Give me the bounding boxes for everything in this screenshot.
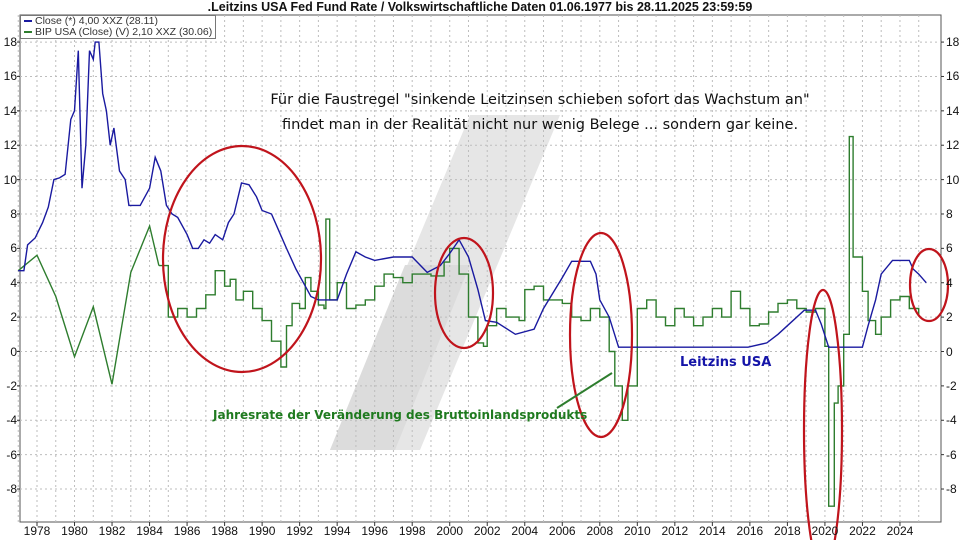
y-tick-label-left: 4 — [10, 275, 17, 290]
y-tick-label-right: 14 — [946, 103, 960, 118]
y-tick-label-right: 6 — [946, 241, 953, 256]
red-circle-annotation — [568, 231, 634, 439]
annotation-note-line2: findet man in der Realität nicht nur wen… — [281, 117, 799, 133]
y-tick-label-right: 16 — [946, 69, 960, 84]
y-tick-label-left: 8 — [10, 206, 17, 221]
y-tick-label-left: -4 — [6, 413, 17, 428]
y-tick-label-left: -2 — [6, 378, 17, 393]
red-circle-annotation — [433, 236, 495, 350]
watermark-shape — [330, 265, 470, 450]
rate-line — [18, 41, 927, 348]
y-tick-label-right: 2 — [946, 310, 953, 325]
x-tick-label: 1998 — [398, 524, 426, 538]
rate-series-label: Leitzins USA — [680, 355, 772, 370]
y-tick-label-left: 10 — [3, 172, 17, 187]
x-tick-label: 2020 — [811, 524, 839, 538]
x-tick-label: 2022 — [849, 524, 876, 538]
y-tick-label-right: -2 — [946, 378, 957, 393]
red-circle-annotation — [908, 247, 950, 323]
y-tick-label-right: 18 — [946, 35, 960, 50]
x-tick-label: 2002 — [473, 524, 501, 538]
x-tick-label: 2016 — [736, 524, 764, 538]
annotation-note-line1: Für die Faustregel "sinkende Leitzinsen … — [270, 92, 810, 108]
y-tick-label-right: -4 — [946, 413, 957, 428]
x-tick-label: 2024 — [886, 524, 914, 538]
x-tick-label: 1988 — [211, 524, 238, 538]
y-tick-label-right: -6 — [946, 447, 957, 462]
x-tick-label: 2014 — [699, 524, 726, 538]
y-tick-label-right: 4 — [946, 275, 953, 290]
legend-swatch-gdp — [24, 31, 32, 34]
y-tick-label-left: 6 — [10, 241, 17, 256]
y-tick-label-left: 18 — [3, 35, 17, 50]
y-tick-label-left: 12 — [3, 138, 17, 153]
y-tick-label-left: 2 — [10, 310, 17, 325]
legend-item-rate: Close (*) 4,00 XXZ (28.11) — [24, 16, 212, 27]
x-tick-label: 2004 — [511, 524, 539, 538]
legend-label-rate: Close (*) 4,00 XXZ (28.11) — [35, 15, 158, 27]
gdp-line — [17, 223, 160, 385]
y-tick-label-left: -6 — [6, 447, 17, 462]
x-tick-label: 2000 — [436, 524, 464, 538]
x-tick-label: 1986 — [173, 524, 201, 538]
red-circle-annotation — [161, 144, 323, 374]
x-tick-label: 2012 — [661, 524, 689, 538]
x-tick-label: 1990 — [248, 524, 276, 538]
legend-item-gdp: BIP USA (Close) (V) 2,10 XXZ (30.06) — [24, 27, 212, 38]
annotation-note: Für die Faustregel "sinkende Leitzinsen … — [250, 88, 830, 138]
x-tick-label: 2006 — [548, 524, 576, 538]
y-tick-label-left: -8 — [6, 482, 17, 497]
x-tick-label: 1994 — [323, 524, 351, 538]
y-tick-label-left: 16 — [3, 69, 17, 84]
gdp-line — [158, 135, 920, 507]
x-tick-label: 1992 — [286, 524, 313, 538]
y-tick-label-right: 0 — [946, 344, 953, 359]
x-tick-label: 2010 — [623, 524, 651, 538]
legend-swatch-rate — [24, 20, 32, 23]
y-tick-label-left: 0 — [10, 344, 17, 359]
x-tick-label: 1978 — [23, 524, 51, 538]
y-tick-label-right: 12 — [946, 138, 960, 153]
gdp-label-pointer — [556, 372, 613, 409]
x-tick-label: 2008 — [586, 524, 614, 538]
x-tick-label: 1984 — [136, 524, 163, 538]
x-tick-label: 1996 — [361, 524, 389, 538]
chart-title: .Leitzins USA Fed Fund Rate / Volkswirts… — [207, 0, 753, 14]
y-tick-label-left: 14 — [3, 103, 17, 118]
y-tick-label-right: 10 — [946, 172, 960, 187]
gdp-series-label: Jahresrate der Veränderung des Bruttoinl… — [213, 408, 588, 422]
legend: Close (*) 4,00 XXZ (28.11) BIP USA (Clos… — [20, 15, 217, 39]
red-circle-annotation — [802, 288, 844, 540]
y-tick-label-right: -8 — [946, 482, 957, 497]
x-tick-label: 2018 — [774, 524, 801, 538]
x-tick-label: 1980 — [61, 524, 88, 538]
legend-label-gdp: BIP USA (Close) (V) 2,10 XXZ (30.06) — [35, 26, 213, 38]
x-tick-label: 1982 — [98, 524, 126, 538]
y-tick-label-right: 8 — [946, 206, 953, 221]
